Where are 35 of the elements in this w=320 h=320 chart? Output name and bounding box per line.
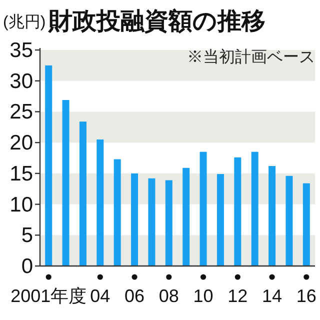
x-tick-label: 16 (296, 286, 316, 306)
y-tick-label: 25 (10, 100, 33, 124)
bar (200, 152, 207, 266)
bar (96, 139, 104, 266)
y-tick-label: 0 (21, 255, 33, 278)
bar (45, 65, 52, 266)
y-tick-label: 15 (10, 162, 33, 186)
y-tick-label: 20 (10, 132, 33, 155)
bar (148, 178, 156, 266)
bar (62, 100, 70, 266)
bar (251, 152, 258, 266)
x-tick-label: 04 (90, 286, 110, 306)
y-tick-label: 35 (10, 39, 33, 62)
x-tick-label: 08 (158, 286, 179, 306)
y-tick-label: 10 (10, 193, 33, 216)
y-tick-label: 30 (10, 70, 33, 93)
x-tick-label: 10 (193, 286, 214, 306)
bar (131, 173, 138, 266)
bar (79, 122, 86, 266)
bar (302, 183, 310, 266)
x-tick-label: 14 (262, 286, 282, 306)
x-tick-label: 06 (124, 286, 145, 306)
bar (182, 168, 190, 266)
y-tick-label: 5 (21, 224, 33, 248)
annotation: ※当初計画ベース (187, 47, 315, 66)
bar (234, 157, 242, 266)
bar (165, 180, 172, 266)
bar (114, 159, 121, 266)
chart-title: 財政投融資額の推移 (48, 8, 266, 35)
y-axis-title: (兆円) (3, 13, 46, 31)
x-tick-label: 2001年度 (10, 286, 87, 306)
bar (216, 174, 224, 266)
bar (268, 166, 276, 266)
bar (286, 176, 293, 266)
x-tick-label: 12 (228, 286, 248, 306)
